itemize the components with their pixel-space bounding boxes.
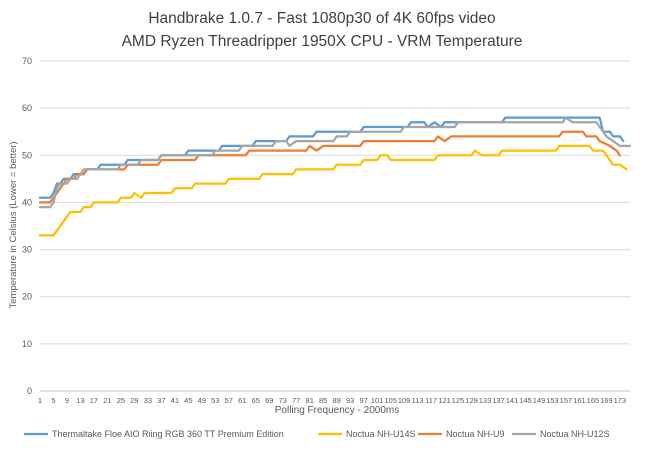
x-tick-label: 49 (198, 396, 206, 405)
x-tick-label: 101 (371, 396, 384, 405)
x-tick-label: 157 (560, 396, 573, 405)
series-line (38, 130, 622, 204)
y-tick-label: 30 (22, 245, 32, 255)
chart-title: Handbrake 1.0.7 - Fast 1080p30 of 4K 60f… (148, 10, 495, 27)
y-axis-label: Temperature in Celsius (Lower = better) (8, 141, 19, 308)
y-tick-label: 10 (22, 339, 32, 349)
x-tick-label: 45 (184, 396, 192, 405)
y-tick-label: 70 (22, 56, 32, 66)
x-tick-label: 93 (346, 396, 354, 405)
x-tick-label: 61 (238, 396, 246, 405)
x-tick-label: 9 (65, 396, 69, 405)
x-tick-label: 33 (144, 396, 152, 405)
y-tick-label: 60 (22, 103, 32, 113)
x-tick-label: 53 (211, 396, 219, 405)
x-tick-label: 57 (225, 396, 233, 405)
y-tick-label: 40 (22, 197, 32, 207)
x-tick-label: 137 (492, 396, 505, 405)
y-tick-label: 20 (22, 292, 32, 302)
x-tick-label: 141 (506, 396, 519, 405)
series-line (38, 144, 628, 237)
x-tick-label: 109 (398, 396, 411, 405)
x-tick-label: 21 (103, 396, 111, 405)
x-tick-label: 149 (533, 396, 546, 405)
x-tick-label: 117 (425, 396, 437, 405)
x-tick-label: 97 (359, 396, 367, 405)
x-tick-label: 37 (157, 396, 165, 405)
y-axis-ticks: 0 10 20 30 40 50 60 70 (22, 56, 32, 396)
x-tick-label: 165 (587, 396, 600, 405)
x-tick-label: 113 (412, 396, 424, 405)
x-tick-label: 169 (600, 396, 613, 405)
x-tick-label: 153 (546, 396, 559, 405)
gridlines (40, 60, 630, 392)
x-axis-ticks: 1 5 9 13 17 21 25 29 33 37 41 45 49 53 57 61 65 69 73 77 81 8… (38, 396, 626, 405)
x-tick-label: 85 (319, 396, 327, 405)
x-tick-label: 121 (438, 396, 451, 405)
series-lines (38, 116, 632, 237)
x-tick-label: 73 (279, 396, 287, 405)
x-tick-label: 5 (51, 396, 55, 405)
chart-subtitle: AMD Ryzen Threadripper 1950X CPU - VRM T… (122, 33, 523, 50)
x-tick-label: 129 (465, 396, 478, 405)
x-tick-label: 145 (519, 396, 532, 405)
x-tick-label: 133 (479, 396, 492, 405)
series-line (38, 116, 632, 209)
x-tick-label: 125 (452, 396, 465, 405)
y-tick-label: 50 (22, 150, 32, 160)
x-tick-label: 13 (76, 396, 84, 405)
x-axis-label: Polling Frequency - 2000ms (275, 405, 400, 416)
y-tick-label: 0 (27, 386, 32, 396)
x-tick-label: 25 (117, 396, 125, 405)
x-tick-label: 41 (171, 396, 179, 405)
x-tick-label: 1 (38, 396, 42, 405)
x-tick-label: 77 (292, 396, 300, 405)
x-tick-label: 89 (333, 396, 341, 405)
legend-label: Thermaltake Floe AIO Riing RGB 360 TT Pr… (52, 429, 284, 439)
legend-label: Noctua NH-U14S (346, 429, 416, 439)
x-tick-label: 161 (573, 396, 586, 405)
x-tick-label: 65 (252, 396, 260, 405)
legend-label: Noctua NH-U12S (540, 429, 610, 439)
legend-label: Noctua NH-U9 (446, 429, 505, 439)
legend: Thermaltake Floe AIO Riing RGB 360 TT Pr… (24, 429, 610, 439)
x-tick-label: 17 (90, 396, 98, 405)
series-line (38, 116, 625, 199)
x-tick-label: 81 (306, 396, 314, 405)
x-tick-label: 29 (130, 396, 138, 405)
x-tick-label: 69 (265, 396, 273, 405)
x-tick-label: 105 (384, 396, 397, 405)
x-tick-label: 173 (614, 396, 627, 405)
